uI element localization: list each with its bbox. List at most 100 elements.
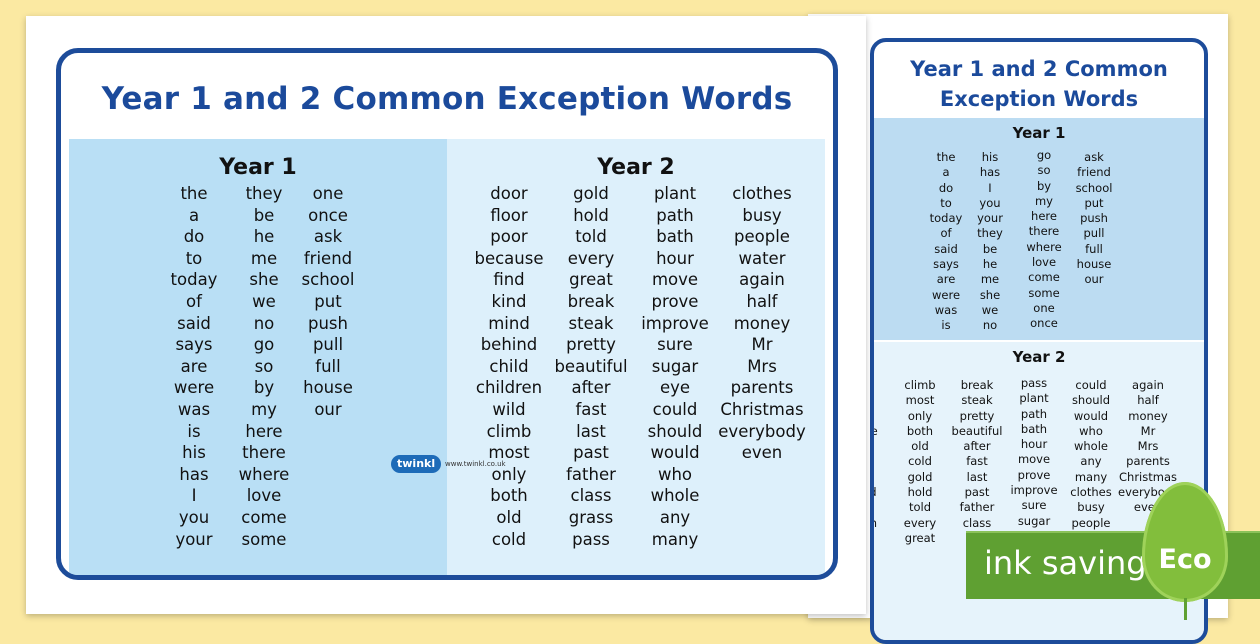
word: are — [936, 272, 956, 287]
word: do — [938, 180, 954, 195]
word: full — [315, 356, 341, 376]
word: whole — [1073, 439, 1108, 454]
word: gold — [573, 184, 609, 203]
word: one — [312, 184, 344, 203]
year2-col-3: plant path bath hour move prove improve sure sug… — [630, 183, 720, 550]
word: great — [904, 530, 936, 545]
word: most — [905, 393, 935, 408]
word: because — [474, 248, 544, 268]
word: path — [1020, 406, 1048, 421]
word: friend — [1077, 165, 1111, 180]
word: so — [1037, 163, 1051, 178]
word: hold — [907, 485, 933, 500]
year1-col-2: they be he me she we no go so by my here there where l… — [219, 183, 309, 550]
word: floor — [490, 205, 528, 225]
word: his — [981, 150, 999, 164]
word: were — [931, 287, 961, 302]
word: even — [741, 443, 783, 463]
word: was — [934, 302, 958, 317]
word: could — [1075, 378, 1107, 392]
twinkl-url: www.twinkl.co.uk — [445, 460, 506, 468]
word: bath — [1020, 421, 1048, 436]
word: clothes — [1070, 485, 1112, 500]
word: push — [308, 313, 348, 333]
back-title-line-1: Year 1 and 2 Common — [910, 57, 1168, 81]
word: many — [651, 529, 699, 549]
leaf-stem-icon — [1184, 598, 1187, 620]
word: half — [1137, 393, 1159, 408]
year1-panel: Year 1 the a do to today of said says are were was… — [69, 139, 447, 575]
back-mat: Year 1 and 2 Common Exception Words Year… — [870, 38, 1208, 644]
back-year1-col-1: the a do to today of said says are were was is — [916, 150, 976, 334]
word: fast — [966, 454, 988, 469]
word: children — [475, 378, 543, 398]
word: pretty — [566, 335, 616, 355]
word: could — [652, 399, 698, 419]
back-year2-col-2: climb most only both old cold gold hold told ever… — [890, 378, 950, 546]
twinkl-logo: twinkl — [391, 455, 442, 473]
year1-heading: Year 1 — [219, 155, 297, 180]
back-year2-col-5: could should would who whole any many clothes bu… — [1061, 378, 1121, 531]
word: child — [489, 356, 529, 376]
word: here — [245, 421, 283, 441]
word: wild — [492, 399, 526, 419]
word: parents — [730, 378, 794, 398]
word: once — [308, 205, 348, 225]
back-year2-col-6: again half money Mr Mrs parents Christmas every… — [1118, 378, 1179, 516]
word: after — [963, 439, 991, 454]
word: be — [253, 205, 275, 225]
word: he — [253, 227, 275, 247]
word: busy — [742, 205, 782, 225]
word: one — [1033, 300, 1055, 315]
page-title: Year 1 and 2 Common Exception Words — [101, 81, 793, 117]
word: so — [254, 356, 274, 376]
word: hold — [573, 205, 609, 225]
word: we — [981, 302, 999, 317]
year1-col-1: the a do to today of said says are were was is his ha… — [149, 183, 239, 550]
word: last — [966, 469, 988, 484]
word: plant — [653, 184, 697, 203]
word: me — [980, 272, 1000, 287]
word: would — [650, 443, 700, 463]
word: put — [314, 291, 342, 311]
word: Christmas — [720, 399, 804, 419]
year2-col-2: gold hold told every great break steak pretty be… — [546, 183, 636, 550]
word: behind — [480, 335, 538, 355]
word: Mr — [751, 335, 773, 355]
word: she — [979, 287, 1001, 302]
word: told — [575, 227, 607, 247]
word: by — [253, 378, 275, 398]
word: the — [180, 184, 208, 203]
word: class — [962, 515, 992, 530]
word: cold — [908, 454, 932, 469]
word: climb — [486, 421, 532, 441]
word: move — [1017, 452, 1051, 467]
word: who — [1079, 423, 1103, 438]
back-year1-col-4: ask friend school put push pull full house our — [1064, 150, 1124, 288]
back-year2-col-1: oorooroorausendndindhindilddrenild — [874, 378, 894, 546]
word: pull — [1083, 226, 1105, 241]
word: they — [977, 226, 1003, 241]
word: busy — [1077, 500, 1105, 515]
word: your — [175, 529, 213, 549]
word: there — [242, 443, 286, 463]
word: after — [571, 378, 611, 398]
word: last — [576, 421, 606, 441]
word: Mrs — [1137, 439, 1159, 454]
word: many — [1074, 469, 1108, 484]
word: school — [1075, 180, 1113, 195]
word: break — [567, 291, 615, 311]
word: today — [170, 270, 218, 290]
word: money — [733, 313, 791, 333]
ink-saving-label: ink saving — [984, 544, 1147, 582]
eco-badge-label: Eco — [1158, 544, 1212, 575]
word: there — [1028, 224, 1060, 239]
year2-panel: Year 2 door floor poor because find kind mind b… — [447, 139, 825, 575]
word: your — [977, 211, 1003, 226]
back-year1-panel: Year 1 the a do to today of said says are were was… — [874, 118, 1204, 340]
word: of — [940, 226, 952, 241]
word: today — [929, 211, 963, 226]
word: water — [738, 248, 786, 268]
word: clothes — [732, 184, 792, 203]
